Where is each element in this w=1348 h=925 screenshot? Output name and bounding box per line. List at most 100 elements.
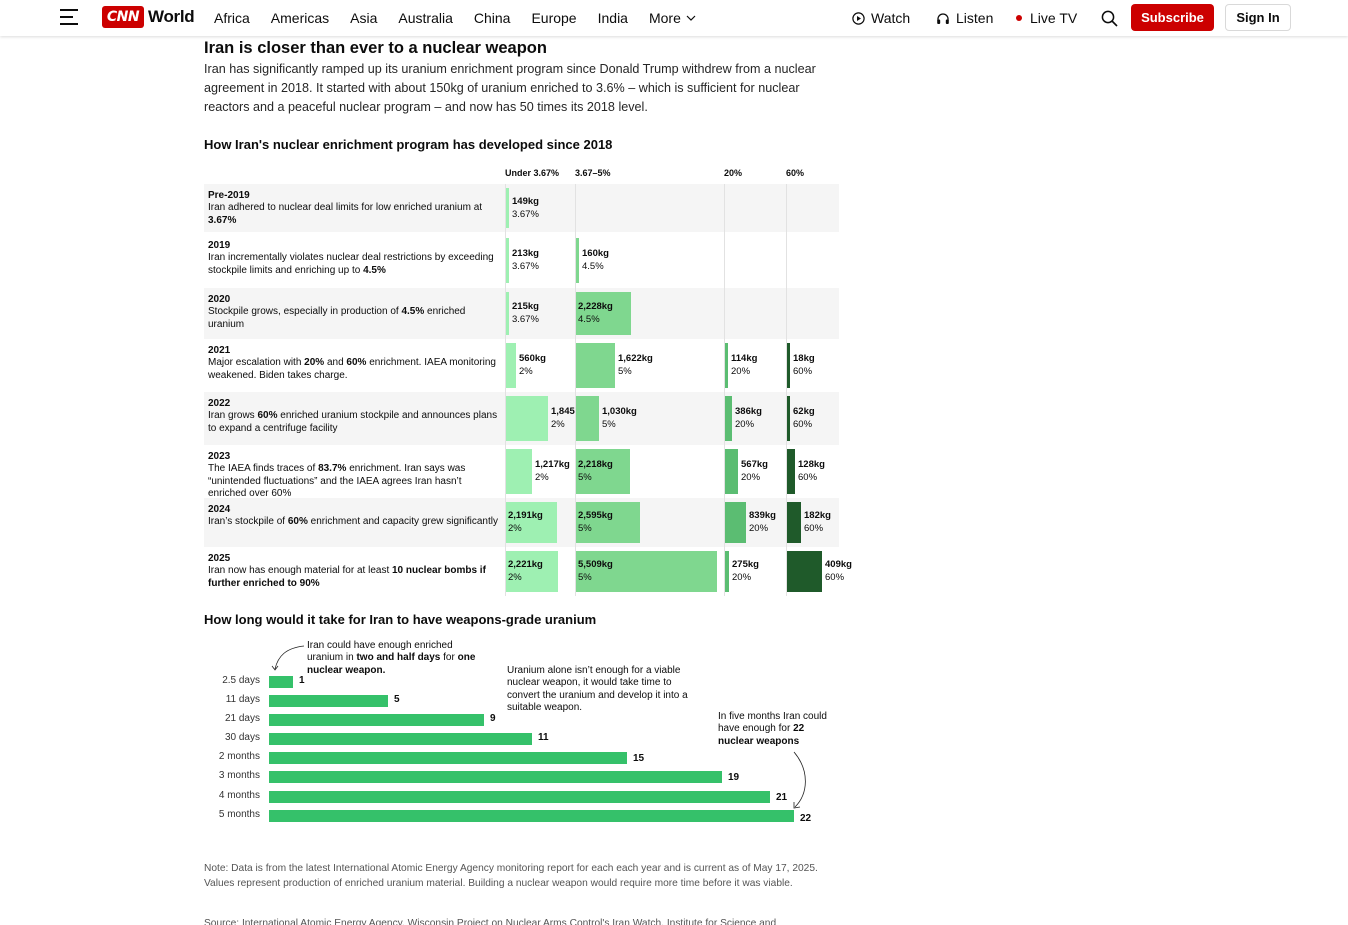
chart-title: How long would it take for Iran to have … bbox=[204, 612, 597, 627]
y-axis-label: 2 months bbox=[218, 751, 260, 762]
stockpile-label: 2,221kg 2% bbox=[508, 559, 543, 584]
row-year: 2024 bbox=[208, 504, 231, 515]
column-header: 60% bbox=[786, 168, 805, 178]
stockpile-percent: 2% bbox=[535, 471, 549, 483]
nav-item-africa[interactable]: Africa bbox=[214, 10, 250, 26]
y-axis-label: 5 months bbox=[218, 809, 260, 820]
row-text: Stockpile grows, especially in productio… bbox=[208, 306, 466, 330]
bold-text: 83.7% bbox=[318, 463, 347, 475]
stockpile-bar bbox=[576, 396, 599, 441]
weapon-count-value: 5 bbox=[394, 694, 400, 705]
nav-item-india[interactable]: India bbox=[597, 10, 628, 26]
stockpile-kg: 1,217kg bbox=[535, 459, 570, 470]
site-header: CNN World Africa Americas Asia Australia Chi… bbox=[0, 0, 1348, 36]
stockpile-percent: 3.67% bbox=[512, 260, 539, 272]
stockpile-kg: 386kg bbox=[735, 406, 762, 417]
nav-more[interactable]: More bbox=[649, 10, 696, 26]
subscribe-button[interactable]: Subscribe bbox=[1131, 4, 1214, 31]
table-row: 2024 Iran’s stockpile of 60% enrichment a… bbox=[204, 498, 839, 547]
section-name: World bbox=[148, 7, 195, 26]
weapon-count-bar bbox=[269, 771, 722, 783]
stockpile-bar bbox=[506, 449, 532, 494]
row-description: 2025 Iran now has enough material for at … bbox=[208, 553, 498, 590]
stockpile-label: 182kg 60% bbox=[804, 510, 831, 535]
menu-icon[interactable] bbox=[60, 9, 78, 25]
stockpile-kg: 567kg bbox=[741, 459, 768, 470]
graphic-description: Iran has significantly ramped up its ura… bbox=[204, 62, 816, 114]
nav-item-asia[interactable]: Asia bbox=[350, 10, 378, 26]
stockpile-kg: 1,030kg bbox=[602, 406, 637, 417]
bold-text: 3.67% bbox=[208, 214, 237, 226]
stockpile-percent: 20% bbox=[735, 418, 755, 430]
row-year: 2025 bbox=[208, 553, 231, 564]
stockpile-label: 18kg 60% bbox=[793, 353, 815, 378]
y-axis-label: 30 days bbox=[224, 732, 260, 743]
arrow-head-last bbox=[793, 802, 801, 809]
weapon-count-value: 19 bbox=[728, 772, 740, 783]
weapon-count-bar bbox=[269, 733, 532, 745]
table-row: 2023 The IAEA finds traces of 83.7% enric… bbox=[204, 445, 839, 501]
stockpile-label: 114kg 20% bbox=[731, 353, 757, 378]
stockpile-label: 2,218kg 5% bbox=[578, 459, 613, 484]
table-row: 2020 Stockpile grows, especially in produ… bbox=[204, 288, 839, 339]
stockpile-bar bbox=[576, 502, 640, 543]
row-text: Iran adhered to nuclear deal limits for … bbox=[208, 202, 483, 226]
bold-text: 4.5% bbox=[363, 264, 386, 276]
weapon-count-bar bbox=[269, 791, 770, 803]
stockpile-kg: 275kg bbox=[732, 559, 759, 570]
row-description: 2019 Iran incrementally violates nuclear … bbox=[208, 240, 498, 277]
stockpile-kg: 2,218kg bbox=[578, 459, 613, 470]
stockpile-kg: 409kg bbox=[825, 559, 852, 570]
nav-item-americas[interactable]: Americas bbox=[270, 10, 330, 26]
stockpile-bar bbox=[506, 188, 509, 228]
weapon-count-value: 9 bbox=[490, 713, 496, 724]
stockpile-bar bbox=[506, 292, 509, 335]
stockpile-kg: 213kg bbox=[512, 248, 539, 259]
row-text: The IAEA finds traces of 83.7% enrichmen… bbox=[208, 463, 466, 500]
live-tv-link[interactable]: Live TV bbox=[1016, 0, 1077, 36]
nav-item-china[interactable]: China bbox=[473, 10, 511, 26]
nav-item-europe[interactable]: Europe bbox=[531, 10, 577, 26]
stockpile-label: 1,030kg 5% bbox=[602, 406, 637, 431]
stockpile-bar bbox=[506, 343, 516, 388]
chart-annotation: Uranium alone isn’t enough for a viable … bbox=[507, 665, 688, 714]
stockpile-bar bbox=[725, 343, 728, 388]
y-axis-label: 4 months bbox=[218, 790, 260, 801]
stockpile-percent: 20% bbox=[731, 365, 751, 377]
stockpile-kg: 128kg bbox=[798, 459, 825, 470]
stockpile-label: 2,191kg 2% bbox=[508, 510, 543, 535]
live-dot-icon bbox=[1016, 15, 1022, 21]
weapon-count-value: 11 bbox=[538, 732, 549, 743]
stockpile-percent: 3.67% bbox=[512, 208, 539, 220]
stockpile-percent: 4.5% bbox=[582, 260, 604, 272]
stockpile-label: 5,509kg 5% bbox=[578, 559, 613, 584]
stockpile-percent: 3.67% bbox=[512, 313, 539, 325]
weapons-grade-chart: 2.5 days 1 11 days 5 21 days 9 30 days 11 2 mont… bbox=[204, 636, 844, 836]
stockpile-kg: 182kg bbox=[804, 510, 831, 521]
stockpile-bar bbox=[576, 238, 579, 283]
stockpile-bar bbox=[576, 551, 717, 592]
stockpile-kg: 1,845kg bbox=[551, 406, 586, 417]
cnn-logo[interactable]: CNN World bbox=[102, 6, 195, 28]
sign-in-button[interactable]: Sign In bbox=[1225, 4, 1291, 31]
stockpile-bar bbox=[576, 343, 615, 388]
listen-link[interactable]: Listen bbox=[936, 0, 993, 36]
column-divider bbox=[575, 184, 576, 596]
watch-link[interactable]: Watch bbox=[852, 0, 910, 36]
stockpile-bar bbox=[725, 502, 746, 543]
stockpile-label: 213kg 3.67% bbox=[512, 248, 539, 273]
stockpile-kg: 2,595kg bbox=[578, 510, 613, 521]
row-year: Pre-2019 bbox=[208, 190, 250, 201]
table-row: 2025 Iran now has enough material for at … bbox=[204, 547, 852, 596]
column-header: 3.67–5% bbox=[575, 168, 611, 178]
search-button[interactable] bbox=[1101, 0, 1124, 36]
stockpile-label: 409kg 60% bbox=[825, 559, 852, 584]
row-year: 2021 bbox=[208, 345, 231, 356]
headphones-icon bbox=[937, 12, 949, 24]
row-description: 2023 The IAEA finds traces of 83.7% enric… bbox=[208, 451, 498, 501]
nav-item-australia[interactable]: Australia bbox=[398, 10, 453, 26]
stockpile-percent: 60% bbox=[804, 522, 824, 534]
chart-annotation: In five months Iran could have enough fo… bbox=[718, 711, 827, 747]
bold-text: 10 nuclear bombs if further enriched to … bbox=[208, 565, 486, 589]
row-description: 2021 Major escalation with 20% and 60% en… bbox=[208, 345, 498, 382]
